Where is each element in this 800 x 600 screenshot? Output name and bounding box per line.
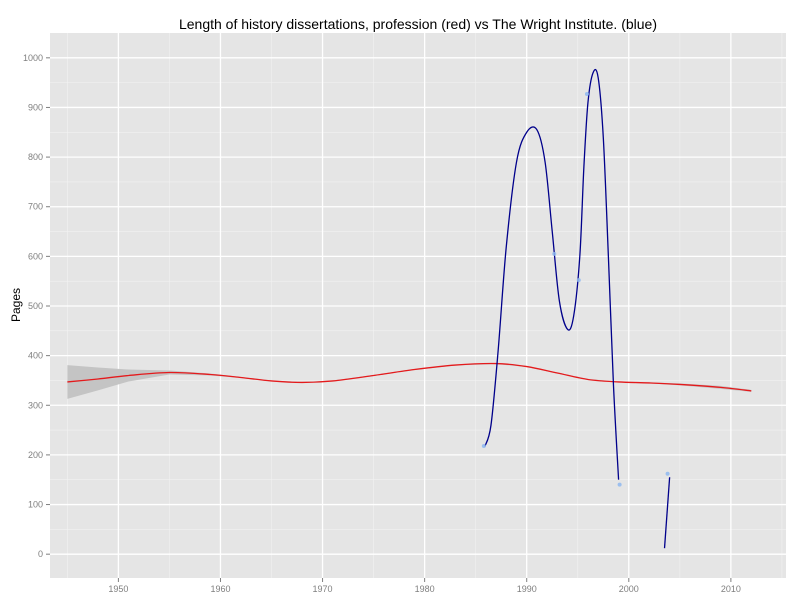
institute-data-point — [584, 92, 589, 97]
data-point-layer — [481, 92, 670, 487]
series-line-layer — [67, 68, 752, 549]
institute-data-point — [576, 278, 581, 283]
y-tick-label: 1000 — [23, 53, 43, 63]
x-tick-label: 1990 — [517, 584, 537, 594]
y-tick-label: 800 — [28, 152, 43, 162]
y-tick-label: 300 — [28, 400, 43, 410]
institute-data-point — [481, 443, 486, 448]
y-axis-title: Pages — [9, 288, 23, 322]
y-tick-label: 200 — [28, 450, 43, 460]
grid — [50, 33, 786, 578]
y-tick-label: 700 — [28, 202, 43, 212]
y-tick-label: 0 — [38, 549, 43, 559]
institute-data-point — [617, 482, 622, 487]
x-tick-label: 1980 — [415, 584, 435, 594]
x-tick-label: 1950 — [108, 584, 128, 594]
x-tick-label: 1960 — [210, 584, 230, 594]
y-tick-label: 500 — [28, 301, 43, 311]
institute-data-point — [552, 251, 557, 256]
x-tick-label: 2010 — [721, 584, 741, 594]
y-tick-label: 900 — [28, 102, 43, 112]
institute-trend-line — [484, 68, 620, 480]
institute-trend-line — [663, 477, 671, 549]
x-tick-label: 2000 — [619, 584, 639, 594]
y-tick-label: 400 — [28, 351, 43, 361]
chart-title: Length of history dissertations, profess… — [179, 16, 657, 32]
y-tick-label: 100 — [28, 500, 43, 510]
axis-tick-layer: 1950 1960 1970 1980 1990 2000 2010 0 100 200 300 40… — [23, 53, 741, 594]
x-tick-label: 1970 — [313, 584, 333, 594]
y-tick-label: 600 — [28, 251, 43, 261]
profession-trend-line — [67, 362, 752, 392]
institute-data-point — [665, 471, 670, 476]
